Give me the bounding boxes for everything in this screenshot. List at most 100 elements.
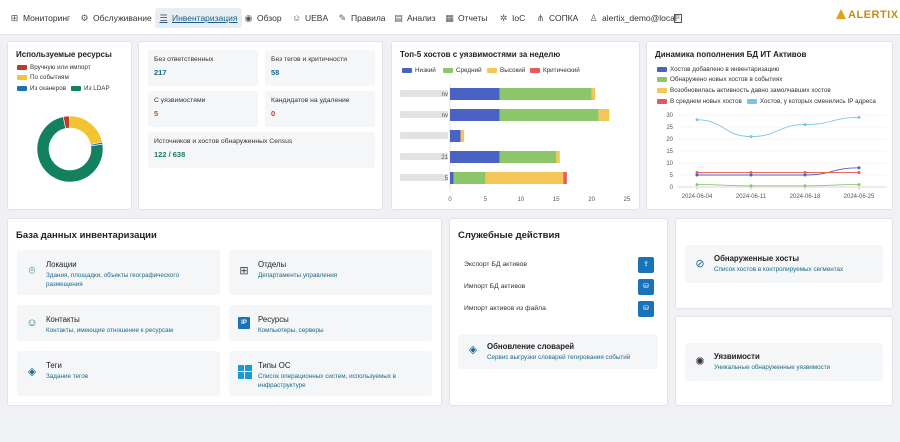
stat-census[interactable]: Источников и хостов обнаруженных Census …	[148, 132, 375, 168]
legend-high[interactable]: Высокий	[487, 67, 525, 74]
action-import-db: Импорт БД активов ⛁	[458, 279, 658, 295]
nav-maintenance[interactable]: ⚙ Обслуживание	[80, 12, 152, 23]
inventory-icon: ☰	[159, 12, 168, 23]
legend-swatch	[71, 86, 82, 91]
tile-resources[interactable]: IP Ресурсы Компьютеры, серверы	[229, 305, 432, 341]
tile-departments[interactable]: ⊞ Отделы Департаменты управления	[229, 250, 432, 295]
dynamics-title: Динамика пополнения БД ИТ Активов	[655, 50, 807, 59]
resources-title: Используемые ресурсы	[16, 50, 112, 59]
top-navigation: ⊞ Мониторинг ⚙ Обслуживание ☰ Инвентаризаци…	[0, 0, 900, 35]
category-label-placeholder	[400, 90, 448, 97]
upload-icon[interactable]: ⇪	[638, 257, 654, 273]
tile-vulnerabilities[interactable]: ✺ Уязвимости Уникальные обнаруженные уяз…	[685, 343, 883, 381]
tile-tags[interactable]: ◈ Теги Задание тегов	[17, 351, 220, 396]
compass-icon: ⊘	[695, 258, 705, 270]
stat-no-owner[interactable]: Без ответственных 217	[148, 50, 258, 86]
x-tick-label: 10	[517, 197, 524, 203]
series-point	[803, 123, 807, 127]
tile-os-types[interactable]: Типы ОС Список операционных систем, испо…	[229, 351, 432, 396]
inventory-db-title: База данных инвентаризации	[16, 230, 157, 241]
tag-icon: ◈	[468, 344, 478, 356]
book-icon: ≡	[674, 13, 682, 23]
windows-icon	[238, 365, 252, 379]
service-actions-card: Служебные действия	[449, 218, 668, 406]
database-icon[interactable]: ⛁	[638, 279, 654, 295]
category-label-placeholder	[400, 153, 448, 160]
legend-swatch	[657, 77, 667, 82]
nav-ueba[interactable]: ☺ UEBA	[292, 12, 329, 23]
nav-inventory[interactable]: ☰ Инвентаризация	[155, 8, 242, 28]
category-label-suffix: 21	[441, 155, 448, 161]
tag-icon: ◈	[27, 366, 37, 378]
bar-segment	[450, 172, 454, 184]
bar-segment	[598, 109, 610, 121]
nav-sopka[interactable]: ⋔ СОПКА	[536, 12, 579, 23]
series-point	[695, 118, 699, 122]
top5-bar-chart: nv nv 21 5 0 5 10 15 20 25	[400, 85, 631, 203]
nav-user[interactable]: ♙ alertix_demo@local	[589, 12, 677, 23]
series-point	[857, 166, 861, 170]
resources-card: Используемые ресурсы Вручную или импорт …	[7, 41, 132, 210]
legend-swatch	[17, 65, 27, 70]
bar-segment	[556, 151, 560, 163]
bar-segment	[450, 130, 461, 142]
legend-scanners[interactable]: Из сканеров Из LDAP	[17, 85, 110, 92]
bar-segment	[460, 130, 465, 142]
legend-critical[interactable]: Критический	[530, 67, 580, 74]
y-tick-label: 5	[670, 173, 674, 179]
donut-slice	[69, 115, 103, 145]
tile-discovered-hosts[interactable]: ⊘ Обнаруженные хосты Список хостов в кон…	[685, 245, 883, 283]
alertix-logo: ALERTIX	[836, 9, 899, 21]
inventory-db-card: База данных инвентаризации ⌾ Локации Зда…	[7, 218, 442, 406]
x-tick-label: 2024-06-11	[736, 194, 767, 200]
tile-contacts[interactable]: ☺ Контакты Контакты, имеющие отношение к…	[17, 305, 220, 341]
legend-low[interactable]: Низкий	[402, 67, 436, 74]
bar-segment	[591, 88, 596, 100]
ip-icon: IP	[238, 317, 250, 329]
x-tick-label: 2024-06-25	[844, 194, 875, 200]
settings-icon: ✲	[499, 12, 508, 23]
stat-with-vulns[interactable]: С уязвимостями 5	[148, 91, 258, 127]
dashboard-icon: ⊞	[10, 12, 19, 23]
logo-mark-icon	[836, 9, 846, 19]
legend-average[interactable]: В среднем новых хостов Хостов, у которых …	[657, 98, 876, 105]
legend-added[interactable]: Хостов добавлено в инвентаризацию	[657, 66, 779, 73]
nav-extra[interactable]: ≡	[674, 8, 686, 28]
category-label-placeholder	[400, 111, 448, 118]
legend-events[interactable]: По событиям	[17, 74, 69, 81]
series-point	[749, 184, 753, 188]
legend-swatch	[657, 99, 667, 104]
category-label-suffix: nv	[442, 92, 448, 98]
legend-manual[interactable]: Вручную или импорт	[17, 64, 91, 71]
legend-medium[interactable]: Средний	[443, 67, 482, 74]
stat-no-tags[interactable]: Без тегов и критичности 58	[265, 50, 375, 86]
legend-discovered[interactable]: Обнаружено новых хостов в событиях	[657, 76, 782, 83]
nav-reports[interactable]: ▦ Отчеты	[445, 12, 488, 23]
action-export-db: Экспорт БД активов ⇪	[458, 257, 658, 273]
y-tick-label: 20	[666, 137, 673, 143]
tile-dictionary-update[interactable]: ◈ Обновление словарей Сервис выгрузки сл…	[458, 334, 658, 369]
bar-segment	[499, 109, 599, 121]
database-icon[interactable]: ⛁	[638, 301, 654, 317]
legend-swatch	[657, 88, 667, 93]
legend-resumed[interactable]: Возобновилась активность давно замолчавш…	[657, 87, 831, 94]
departments-icon: ⊞	[239, 265, 249, 277]
legend-swatch	[657, 67, 667, 72]
x-tick-label: 2024-06-18	[790, 194, 821, 200]
nav-analysis[interactable]: ▤ Анализ	[394, 12, 436, 23]
nav-monitoring[interactable]: ⊞ Мониторинг	[10, 12, 71, 23]
nav-ioc[interactable]: ✲ IoC	[499, 12, 526, 23]
y-tick-label: 10	[666, 161, 673, 167]
discovered-hosts-card: ⊘ Обнаруженные хосты Список хостов в кон…	[675, 218, 893, 309]
network-icon: ⋔	[536, 12, 545, 23]
eye-icon: ◉	[244, 12, 253, 23]
tile-locations[interactable]: ⌾ Локации Здания, площадки, объекты геог…	[17, 250, 220, 295]
series-line	[696, 116, 860, 138]
series-point	[803, 171, 807, 175]
nav-rules[interactable]: ✎ Правила	[338, 12, 386, 23]
nav-overview[interactable]: ◉ Обзор	[244, 12, 282, 23]
contact-icon: ☺	[26, 317, 38, 329]
legend-swatch	[746, 99, 757, 104]
stat-to-delete[interactable]: Кандидатов на удаление 0	[265, 91, 375, 127]
bar-segment	[563, 172, 567, 184]
